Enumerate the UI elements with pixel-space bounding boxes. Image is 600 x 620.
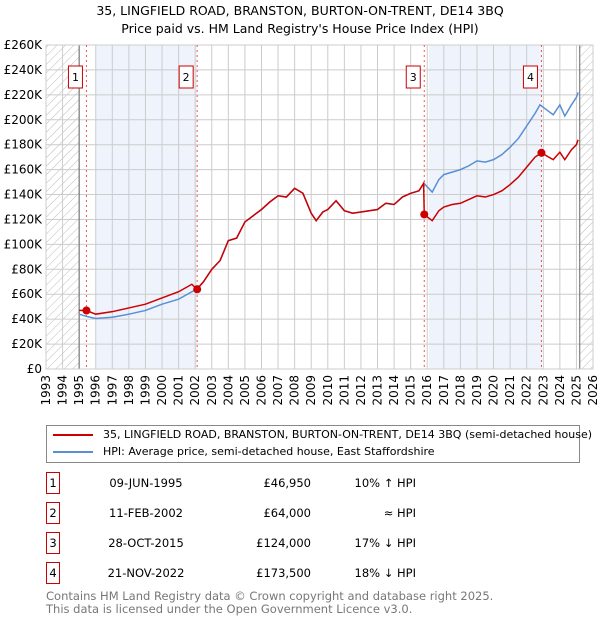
table-row: 4 21-NOV-2022 £173,500 18% ↓ HPI: [46, 562, 566, 584]
sale-number-badge: 4: [46, 562, 60, 584]
y-tick-label: £120K: [4, 212, 44, 226]
x-tick-label: 2002: [188, 375, 202, 406]
x-tick-label: 2018: [453, 375, 467, 406]
sale-number-badge: 2: [46, 502, 60, 524]
x-tick-label: 1998: [122, 375, 136, 406]
x-tick-label: 2004: [221, 375, 235, 406]
x-tick-label: 2008: [288, 375, 302, 406]
sale-date: 09-JUN-1995: [109, 476, 183, 490]
sale-date: 28-OCT-2015: [108, 536, 184, 550]
x-tick-label: 2023: [536, 375, 550, 406]
sale-point: [420, 210, 429, 219]
sale-marker-box: [67, 65, 83, 89]
hatched-period: [579, 45, 593, 369]
x-tick-label: 2024: [553, 375, 567, 406]
property-price-line: [79, 139, 579, 315]
sale-date: 11-FEB-2002: [109, 506, 183, 520]
x-tick-label: 2015: [404, 375, 418, 406]
x-tick-label: 2016: [420, 375, 434, 406]
y-tick-label: £20K: [11, 337, 43, 351]
y-tick-label: £100K: [4, 237, 44, 251]
sale-number-badge: 3: [46, 532, 60, 554]
x-tick-label: 2022: [520, 375, 534, 406]
y-tick-label: £140K: [4, 188, 44, 202]
shaded-period: [95, 45, 197, 369]
y-tick-label: £60K: [11, 287, 43, 301]
sale-marker-box: [178, 65, 194, 89]
x-tick-label: 2026: [586, 375, 600, 406]
sale-marker-label: 3: [410, 71, 417, 84]
sale-hpi-diff: ≈ HPI: [383, 506, 416, 520]
x-tick-label: 2007: [271, 375, 285, 406]
legend-hpi-label: HPI: Average price, semi-detached house,…: [103, 445, 435, 458]
x-tick-label: 1996: [89, 375, 103, 406]
x-tick-label: 1999: [138, 375, 152, 406]
shaded-period: [428, 45, 542, 369]
table-row: 2 11-FEB-2002 £64,000 ≈ HPI: [46, 502, 566, 524]
sale-price: £46,950: [263, 476, 311, 490]
footer-copyright: Contains HM Land Registry data © Crown c…: [46, 589, 494, 603]
x-tick-label: 2009: [304, 375, 318, 406]
sale-hpi-diff: 18% ↓ HPI: [354, 566, 416, 580]
x-tick-label: 1997: [105, 375, 119, 406]
sale-point: [82, 306, 91, 315]
sale-point: [537, 148, 546, 157]
x-tick-label: 1995: [72, 375, 86, 406]
x-tick-label: 2013: [371, 375, 385, 406]
legend-property-swatch: [53, 434, 93, 436]
x-tick-label: 2019: [470, 375, 484, 406]
chart-title: 35, LINGFIELD ROAD, BRANSTON, BURTON-ON-…: [96, 3, 504, 18]
price-chart: 1993 1994 1995 1996 1997 1998 1999 2000 2001 2002…: [4, 38, 600, 406]
x-tick-label: 2021: [503, 375, 517, 406]
legend-hpi-swatch: [53, 451, 93, 453]
x-tick-label: 2001: [172, 375, 186, 406]
y-tick-label: £180K: [4, 138, 44, 152]
sale-hpi-diff: 10% ↑ HPI: [354, 476, 416, 490]
sale-hpi-diff: 17% ↓ HPI: [354, 536, 416, 550]
legend: 35, LINGFIELD ROAD, BRANSTON, BURTON-ON-…: [46, 425, 592, 463]
y-tick-label: £40K: [11, 312, 43, 326]
x-tick-label: 2025: [569, 375, 583, 406]
plot-frame: [45, 44, 594, 370]
sale-number-badge: 1: [46, 472, 60, 494]
sale-marker-label: 1: [72, 71, 79, 84]
sale-date: 21-NOV-2022: [107, 566, 185, 580]
y-tick-label: £220K: [4, 88, 44, 102]
sale-marker-label: 2: [183, 71, 190, 84]
table-row: 3 28-OCT-2015 £124,000 17% ↓ HPI: [46, 532, 566, 554]
y-tick-label: £260K: [4, 38, 44, 52]
x-tick-label: 2011: [337, 375, 351, 406]
y-tick-label: £160K: [4, 163, 44, 177]
x-tick-label: 1993: [39, 375, 53, 406]
sale-marker-label: 4: [527, 71, 534, 84]
sale-price: £64,000: [263, 506, 311, 520]
x-tick-label: 2005: [238, 375, 252, 406]
x-tick-label: 2010: [321, 375, 335, 406]
chart-subtitle: Price paid vs. HM Land Registry's House …: [121, 21, 479, 36]
x-tick-label: 2006: [254, 375, 268, 406]
sale-marker-box: [522, 65, 538, 89]
sale-price: £124,000: [256, 536, 311, 550]
x-tick-label: 1994: [56, 375, 70, 406]
y-tick-label: £0: [27, 362, 42, 376]
x-tick-label: 2014: [387, 375, 401, 406]
x-tick-label: 2017: [437, 375, 451, 406]
y-tick-label: £240K: [4, 63, 44, 77]
x-tick-label: 2012: [354, 375, 368, 406]
y-tick-label: £200K: [4, 113, 44, 127]
y-tick-label: £80K: [11, 262, 43, 276]
x-tick-label: 2003: [205, 375, 219, 406]
x-tick-label: 2020: [487, 375, 501, 406]
sale-price: £173,500: [256, 566, 311, 580]
footer-licence: This data is licensed under the Open Gov…: [46, 602, 413, 616]
x-tick-label: 2000: [155, 375, 169, 406]
sale-marker-box: [405, 65, 421, 89]
table-row: 1 09-JUN-1995 £46,950 10% ↑ HPI: [46, 472, 566, 494]
sale-point: [193, 285, 202, 294]
legend-property-label: 35, LINGFIELD ROAD, BRANSTON, BURTON-ON-…: [103, 428, 593, 441]
